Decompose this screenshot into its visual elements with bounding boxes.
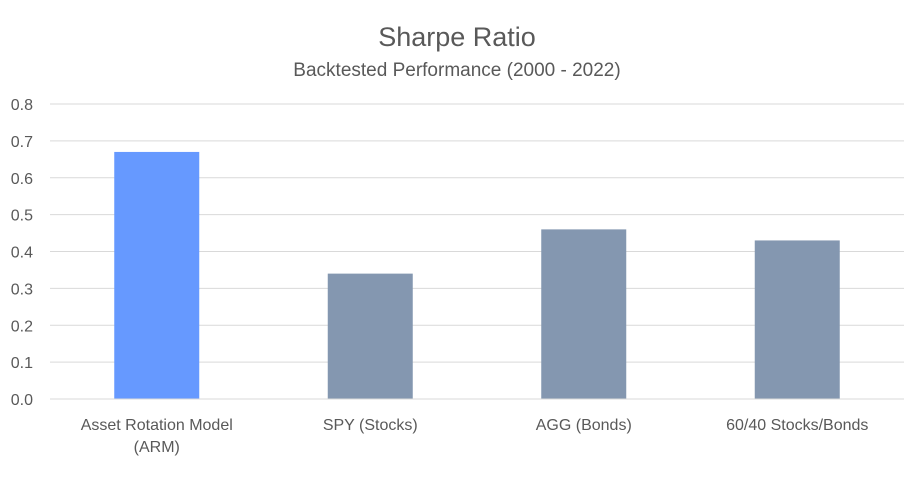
bar: [754, 240, 840, 399]
chart-subtitle: Backtested Performance (2000 - 2022): [293, 60, 621, 81]
x-tick-label: Asset Rotation Model (ARM): [81, 417, 233, 456]
x-tick-label: 60/40 Stocks/Bonds: [726, 417, 868, 434]
y-tick-label: 0.7: [11, 134, 33, 151]
y-tick-label: 0.4: [11, 245, 33, 262]
bar: [541, 229, 627, 399]
y-tick-label: 0.1: [11, 355, 33, 372]
y-tick-label: 0.0: [11, 392, 33, 409]
y-tick-label: 0.6: [11, 171, 33, 188]
bar: [327, 273, 413, 399]
y-tick-label: 0.3: [11, 281, 33, 298]
y-tick-label: 0.5: [11, 208, 33, 225]
x-tick-label: SPY (Stocks): [323, 417, 418, 434]
y-tick-label: 0.8: [11, 97, 33, 114]
x-tick-label: AGG (Bonds): [536, 417, 632, 434]
bar: [114, 151, 200, 399]
y-tick-label: 0.2: [11, 318, 33, 335]
chart-title: Sharpe Ratio: [378, 22, 536, 52]
